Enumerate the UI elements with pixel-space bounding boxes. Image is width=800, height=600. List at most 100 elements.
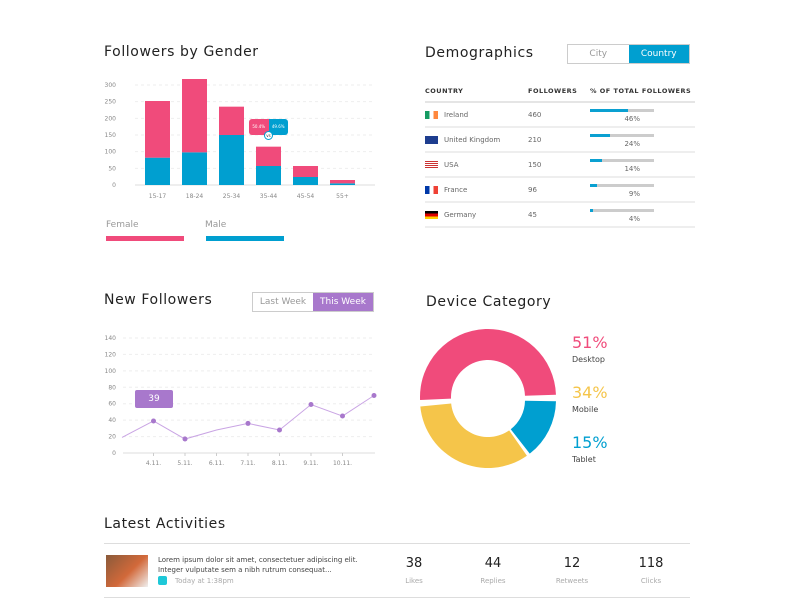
x-tick-label: 8.11. xyxy=(272,460,287,467)
stat-clicks: 118 Clicks xyxy=(621,556,681,585)
bar-male xyxy=(293,177,318,185)
country-name: France xyxy=(444,185,468,194)
pct-bar-fill xyxy=(590,109,629,112)
data-point xyxy=(308,402,314,408)
table-row[interactable]: United Kingdom 210 24% xyxy=(425,127,695,153)
toggle-this-week[interactable]: This Week xyxy=(313,293,373,311)
activity-thumbnail[interactable] xyxy=(106,555,148,587)
pct-bar xyxy=(590,159,654,162)
data-point xyxy=(245,420,251,426)
y-tick-label: 80 xyxy=(108,384,116,391)
bar-male xyxy=(219,135,244,185)
x-tick-label: 9.11. xyxy=(303,460,318,467)
stat-retweets: 12 Retweets xyxy=(542,556,602,585)
stat-replies: 44 Replies xyxy=(463,556,523,585)
activities-title: Latest Activities xyxy=(104,516,226,532)
new-followers-title: New Followers xyxy=(104,292,213,308)
tooltip-male: 49.6% xyxy=(268,119,288,135)
pct-bar xyxy=(590,209,654,212)
bar-male xyxy=(256,166,281,185)
bar-female xyxy=(330,180,355,184)
device-label: Mobile xyxy=(572,405,599,414)
device-pct: 15% xyxy=(572,433,608,452)
pct-label: 24% xyxy=(624,139,640,148)
toggle-country[interactable]: Country xyxy=(628,45,689,63)
y-tick-label: 120 xyxy=(105,351,117,358)
stat-value: 44 xyxy=(484,556,502,571)
demographics-toggle: City Country xyxy=(567,44,690,64)
followers-cell: 96 xyxy=(528,177,590,203)
x-tick-label: 45-54 xyxy=(297,193,315,200)
week-toggle: Last Week This Week xyxy=(252,292,374,312)
gender-title: Followers by Gender xyxy=(104,44,259,60)
stat-label: Clicks xyxy=(640,577,662,585)
demographics-title: Demographics xyxy=(425,45,534,61)
y-tick-label: 60 xyxy=(108,401,116,408)
pct-bar-fill xyxy=(590,134,610,137)
country-cell: Ireland xyxy=(425,102,528,128)
pct-label: 4% xyxy=(628,214,640,223)
tooltip-female: 50.4% xyxy=(249,119,269,135)
y-tick-label: 300 xyxy=(105,82,117,89)
legend-female-label: Female xyxy=(106,220,139,230)
pct-cell: 4% xyxy=(590,202,695,228)
country-name: United Kingdom xyxy=(444,135,501,144)
x-tick-label: 6.11. xyxy=(209,460,224,467)
germany-flag-icon xyxy=(425,210,438,219)
bar-female xyxy=(293,166,318,177)
table-row[interactable]: Ireland 460 46% xyxy=(425,102,695,128)
activity-time: Today at 1:38pm xyxy=(175,577,234,585)
pct-cell: 24% xyxy=(590,127,695,153)
pct-cell: 46% xyxy=(590,102,695,128)
table-row[interactable]: Germany 45 4% xyxy=(425,202,695,228)
donut-slice-tablet xyxy=(510,400,556,454)
y-tick-label: 200 xyxy=(105,115,117,122)
y-tick-label: 250 xyxy=(105,99,117,106)
stat-label: Replies xyxy=(480,577,506,585)
bar-male xyxy=(330,183,355,185)
table-row[interactable]: France 96 9% xyxy=(425,177,695,203)
device-label: Tablet xyxy=(572,455,596,464)
country-cell: United Kingdom xyxy=(425,127,528,153)
pct-bar-fill xyxy=(590,184,598,187)
y-tick-label: 0 xyxy=(112,450,116,457)
toggle-last-week[interactable]: Last Week xyxy=(259,297,307,307)
pct-cell: 9% xyxy=(590,177,695,203)
bar-male xyxy=(145,157,170,185)
ireland-flag-icon xyxy=(425,110,438,119)
data-point xyxy=(182,436,188,442)
stat-likes: 38 Likes xyxy=(384,556,444,585)
device-pct: 34% xyxy=(572,383,608,402)
data-point xyxy=(277,427,282,433)
y-tick-label: 150 xyxy=(105,132,117,139)
france-flag-icon xyxy=(425,185,438,194)
x-tick-label: 10.11. xyxy=(333,460,352,467)
demographics-table: COUNTRY FOLLOWERS % OF TOTAL FOLLOWERS I… xyxy=(425,80,695,228)
followers-cell: 210 xyxy=(528,127,590,153)
legend-male-swatch xyxy=(206,236,284,241)
tooltip-vs: vs xyxy=(264,131,273,140)
country-name: Ireland xyxy=(444,110,469,119)
activity-text[interactable]: Lorem ipsum dolor sit amet, consectetuer… xyxy=(158,556,358,574)
pct-bar xyxy=(590,134,654,137)
stat-value: 118 xyxy=(638,556,664,571)
y-tick-label: 0 xyxy=(112,182,116,189)
toggle-city[interactable]: City xyxy=(589,49,608,59)
x-tick-label: 55+ xyxy=(336,193,349,200)
donut-slice-desktop xyxy=(420,329,556,400)
device-title: Device Category xyxy=(426,294,552,310)
followers-cell: 460 xyxy=(528,102,590,128)
x-tick-label: 25-34 xyxy=(223,193,241,200)
device-pct: 51% xyxy=(572,333,608,352)
device-donut-chart xyxy=(420,329,556,468)
table-row[interactable]: USA 150 14% xyxy=(425,152,695,178)
device-legend-item: 51% Desktop xyxy=(572,333,608,364)
bar-female xyxy=(145,101,170,158)
bar-female xyxy=(182,79,207,153)
pct-label: 14% xyxy=(624,164,640,173)
country-cell: Germany xyxy=(425,202,528,228)
col-followers: FOLLOWERS xyxy=(528,80,590,103)
x-tick-label: 5.11. xyxy=(177,460,192,467)
data-point xyxy=(371,393,377,398)
legend-male-label: Male xyxy=(205,220,227,230)
